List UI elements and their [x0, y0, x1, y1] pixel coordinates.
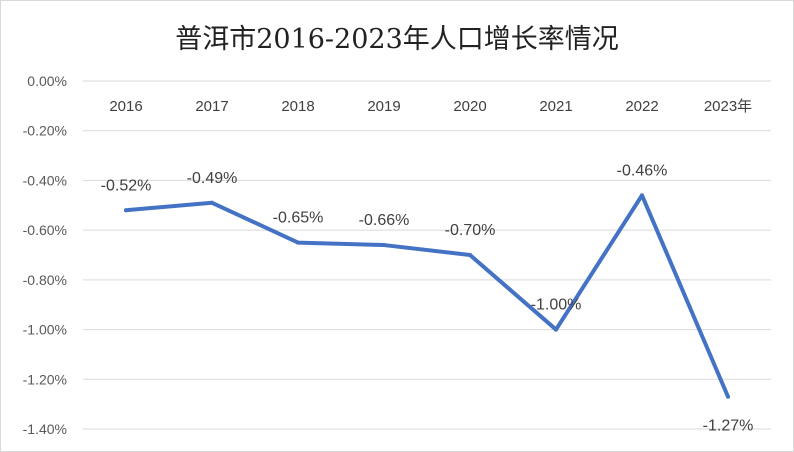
x-axis-ticks: 2016 2017 2018 2019 2020 2021 2022 2023年	[109, 98, 752, 115]
x-tick-label: 2016	[109, 98, 142, 115]
data-label: -0.52%	[101, 177, 152, 194]
y-axis-ticks: 0.00% -0.20% -0.40% -0.60% -0.80% -1.00% -1.20…	[23, 73, 67, 437]
x-tick-label: 2022	[625, 98, 658, 115]
y-tick-label: -1.40%	[23, 421, 67, 437]
x-tick-label: 2017	[195, 98, 228, 115]
data-label: -1.00%	[531, 297, 582, 314]
data-label: -0.46%	[617, 162, 668, 179]
x-tick-label: 2021	[539, 98, 572, 115]
x-tick-label: 2020	[453, 98, 486, 115]
data-labels: -0.52% -0.49% -0.65% -0.66% -0.70% -1.00% -0.4…	[101, 162, 754, 434]
data-point	[640, 193, 644, 198]
y-tick-label: -0.80%	[23, 272, 67, 288]
data-point	[210, 200, 214, 205]
y-tick-label: -1.00%	[23, 322, 67, 338]
series-layer	[124, 193, 730, 399]
data-point	[124, 208, 128, 213]
y-tick-label: -1.20%	[23, 371, 67, 387]
series-line	[124, 193, 730, 399]
data-point	[468, 253, 472, 257]
data-label: -0.66%	[359, 212, 410, 229]
chart-title: 普洱市2016-2023年人口增长率情况	[175, 24, 619, 55]
data-label: -1.27%	[703, 418, 754, 435]
x-tick-label: 2018	[281, 98, 314, 115]
gridlines	[83, 80, 771, 430]
y-tick-label: -0.20%	[23, 123, 67, 139]
data-point	[296, 240, 300, 245]
data-label: -0.65%	[273, 210, 324, 227]
data-point	[554, 327, 558, 332]
data-point	[382, 243, 386, 248]
y-tick-label: -0.60%	[23, 222, 67, 238]
y-tick-label: -0.40%	[23, 172, 67, 188]
x-tick-label: 2023年	[704, 98, 752, 115]
y-tick-label: 0.00%	[27, 73, 67, 89]
data-point	[726, 394, 730, 399]
data-label: -0.49%	[187, 170, 238, 187]
x-tick-label: 2019	[367, 98, 400, 115]
data-label: -0.70%	[445, 222, 496, 239]
